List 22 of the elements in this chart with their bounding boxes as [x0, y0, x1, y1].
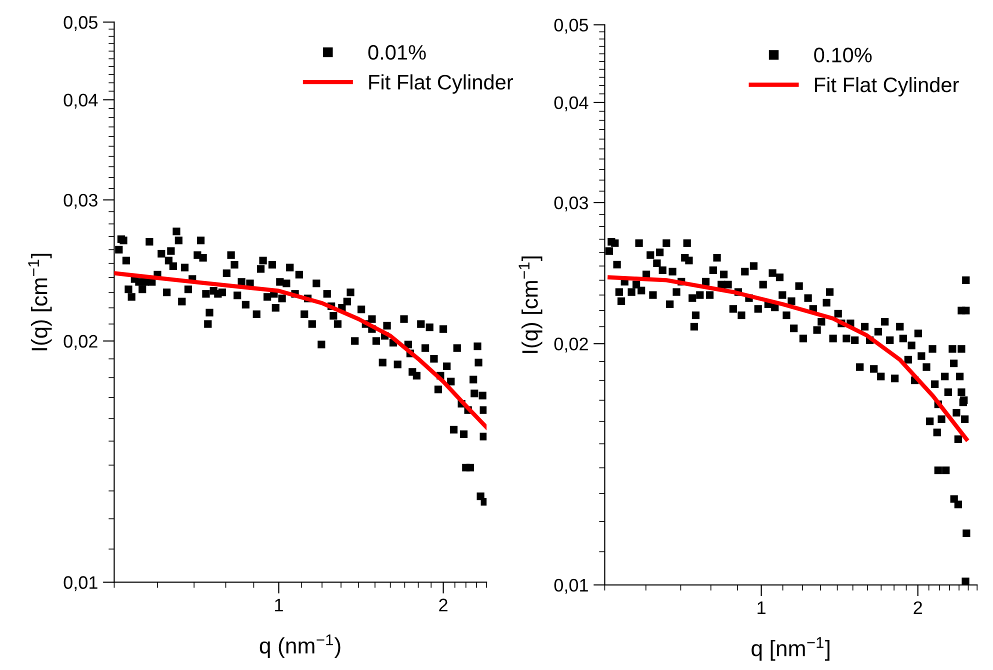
- legend-label: Fit Flat Cylinder: [369, 74, 514, 94]
- y-axis-title: I(q) [cm$^{−1}$]: [518, 256, 542, 353]
- y-tick-label: 0,04: [554, 96, 588, 112]
- x-tick-label: 1: [275, 598, 283, 612]
- y-tick-label: 0,04: [64, 94, 98, 109]
- y-tick-label: 0,01: [64, 576, 98, 592]
- x-tick-label: 2: [439, 598, 448, 612]
- y-tick-label: 0,02: [554, 338, 588, 353]
- legend-label: 0.01%: [368, 44, 426, 60]
- y-tick-label: 0,01: [554, 578, 588, 594]
- x-tick-label: 1: [758, 602, 766, 614]
- y-tick-label: 0,05: [554, 18, 588, 34]
- legend-label: Fit Flat Cylinder: [815, 76, 959, 96]
- x-axis-title: q [nm$^{−1}$]: [752, 637, 830, 661]
- y-tick-label: 0,02: [64, 334, 98, 350]
- y-tick-label: 0,05: [64, 16, 98, 31]
- x-axis-title: q (nm$^{−1}$): [260, 634, 340, 658]
- legend-label: 0.10%: [814, 48, 872, 62]
- y-tick-label: 0,03: [64, 194, 98, 209]
- y-axis-title: I(q) [cm$^{−1}$]: [28, 254, 52, 350]
- y-tick-label: 0,03: [554, 196, 588, 212]
- x-tick-label: 2: [914, 601, 922, 614]
